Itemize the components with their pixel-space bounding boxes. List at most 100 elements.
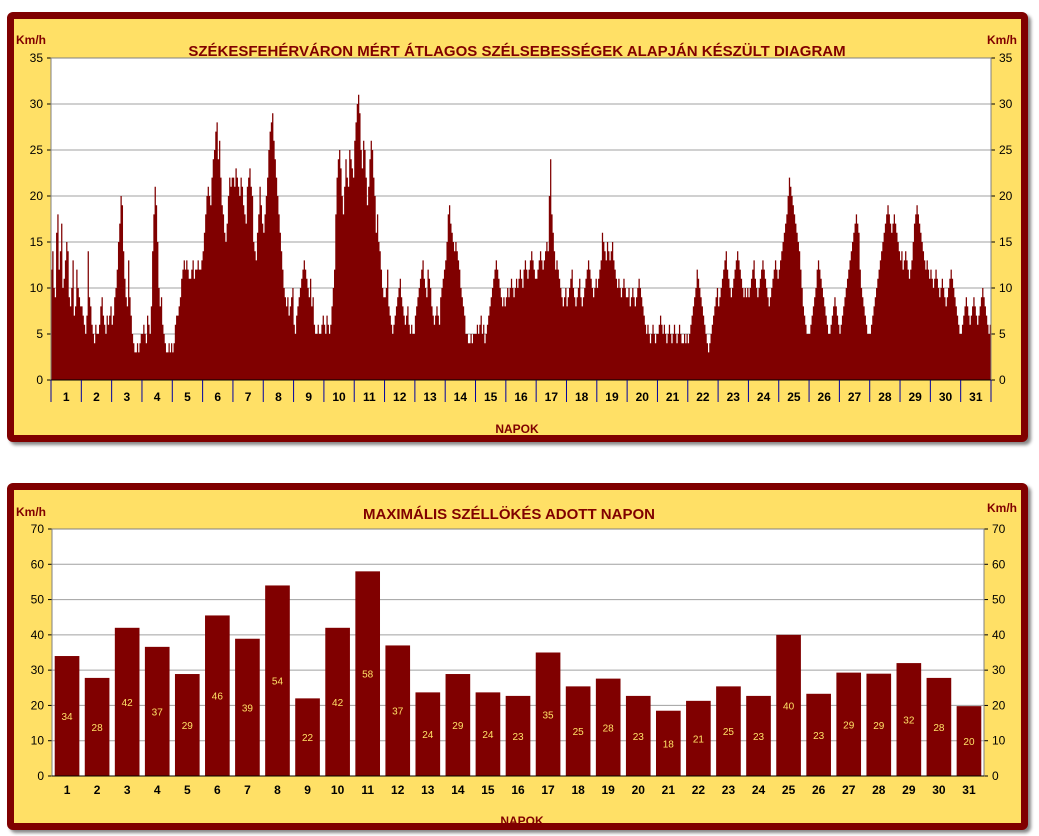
- x-tick-label: 7: [244, 783, 251, 797]
- x-tick-label: 24: [752, 783, 766, 797]
- x-tick-label: 18: [571, 783, 585, 797]
- x-tick-label: 5: [184, 783, 191, 797]
- bar: [565, 686, 591, 776]
- bar: [595, 678, 621, 776]
- x-tick-label: 16: [514, 390, 528, 404]
- x-tick-label: 16: [511, 783, 525, 797]
- bar: [716, 686, 741, 776]
- x-tick-label: 15: [481, 783, 495, 797]
- y-tick-label-left: 15: [30, 235, 44, 249]
- y-tick-label-right: 0: [992, 769, 999, 783]
- max-gust-chart: MAXIMÁLIS SZÉLLÖKÉS ADOTT NAPON Km/h Km/…: [16, 501, 1017, 823]
- x-tick-label: 27: [842, 783, 856, 797]
- x-tick-label: 30: [932, 783, 946, 797]
- y-tick-label-right: 70: [992, 522, 1006, 536]
- bar: [655, 710, 681, 776]
- x-tick-label: 11: [361, 783, 374, 797]
- bar-data-label: 28: [933, 723, 945, 734]
- bar: [295, 698, 320, 776]
- bar-data-label: 21: [693, 734, 705, 745]
- x-tick-label: 22: [696, 390, 710, 404]
- x-axis-label: NAPOK: [500, 814, 544, 823]
- bar-data-label: 29: [843, 720, 855, 731]
- x-tick-label: 6: [214, 783, 221, 797]
- x-tick-label: 24: [757, 390, 771, 404]
- y-tick-label-left: 40: [31, 628, 45, 642]
- y-tick-label-right: 10: [992, 734, 1006, 748]
- y-tick-label-right: 35: [999, 51, 1013, 65]
- bar-data-label: 25: [723, 727, 735, 738]
- x-tick-label: 27: [848, 390, 862, 404]
- bar-data-label: 42: [122, 698, 134, 709]
- bar: [54, 656, 80, 776]
- y-tick-label-left: 25: [30, 143, 44, 157]
- chart-title: SZÉKESFEHÉRVÁRON MÉRT ÁTLAGOS SZÉLSEBESS…: [188, 43, 845, 60]
- bar-data-label: 23: [753, 732, 765, 743]
- y-tick-label-right: 20: [992, 698, 1006, 712]
- x-tick-label: 10: [332, 390, 346, 404]
- x-tick-label: 2: [93, 390, 100, 404]
- y-tick-label-left: 0: [37, 769, 44, 783]
- bar: [385, 645, 411, 776]
- x-tick-label: 19: [605, 390, 619, 404]
- x-tick-label: 1: [64, 783, 71, 797]
- bar: [205, 615, 230, 776]
- bar-data-label: 29: [452, 721, 464, 732]
- bar: [114, 627, 140, 776]
- average-wind-chart-panel: SZÉKESFEHÉRVÁRON MÉRT ÁTLAGOS SZÉLSEBESS…: [7, 12, 1028, 442]
- y-tick-label-left: 10: [30, 281, 44, 295]
- x-tick-label: 12: [393, 390, 407, 404]
- x-tick-label: 1: [63, 390, 70, 404]
- bar-data-label: 29: [182, 721, 194, 732]
- y-axis-unit-right: Km/h: [987, 33, 1017, 47]
- x-tick-label: 20: [636, 390, 650, 404]
- y-tick-label-left: 10: [31, 734, 45, 748]
- bar-data-label: 34: [61, 712, 73, 723]
- bar: [235, 638, 260, 776]
- bar: [355, 571, 381, 776]
- bar: [836, 672, 862, 776]
- bar: [265, 585, 290, 776]
- x-tick-label: 26: [812, 783, 826, 797]
- bar: [505, 695, 531, 776]
- y-tick-label-right: 0: [999, 373, 1006, 387]
- x-tick-label: 9: [305, 390, 312, 404]
- x-tick-label: 3: [123, 390, 130, 404]
- y-tick-label-left: 5: [36, 327, 43, 341]
- bar-data-label: 32: [903, 716, 915, 727]
- bar-data-label: 42: [332, 698, 344, 709]
- bar: [325, 627, 350, 776]
- x-tick-label: 11: [363, 390, 376, 404]
- x-tick-label: 18: [575, 390, 589, 404]
- x-axis-label: NAPOK: [495, 422, 539, 435]
- x-tick-label: 14: [454, 390, 468, 404]
- max-gust-chart-panel: MAXIMÁLIS SZÉLLÖKÉS ADOTT NAPON Km/h Km/…: [7, 483, 1028, 830]
- x-tick-label: 13: [421, 783, 435, 797]
- x-tick-label: 14: [451, 783, 465, 797]
- y-tick-label-left: 20: [31, 698, 45, 712]
- y-tick-label-left: 30: [30, 97, 44, 111]
- x-tick-label: 29: [902, 783, 916, 797]
- bar: [445, 674, 471, 776]
- x-tick-label: 5: [184, 390, 191, 404]
- bar: [84, 677, 110, 776]
- x-tick-label: 31: [962, 783, 976, 797]
- bar-data-label: 37: [392, 707, 404, 718]
- chart-title: MAXIMÁLIS SZÉLLÖKÉS ADOTT NAPON: [363, 506, 655, 523]
- y-tick-label-right: 30: [992, 663, 1006, 677]
- bar: [776, 634, 801, 776]
- y-tick-label-left: 30: [31, 663, 45, 677]
- bar: [956, 706, 982, 776]
- x-tick-label: 21: [666, 390, 680, 404]
- wind-speed-area: [51, 94, 991, 381]
- bar: [806, 693, 831, 776]
- bar: [174, 674, 200, 776]
- x-tick-label: 17: [545, 390, 559, 404]
- y-tick-label-right: 50: [992, 593, 1006, 607]
- y-tick-label-left: 20: [30, 189, 44, 203]
- bar-data-label: 24: [422, 730, 434, 741]
- bar: [535, 652, 561, 776]
- bar-data-label: 37: [152, 707, 164, 718]
- bar: [746, 695, 771, 776]
